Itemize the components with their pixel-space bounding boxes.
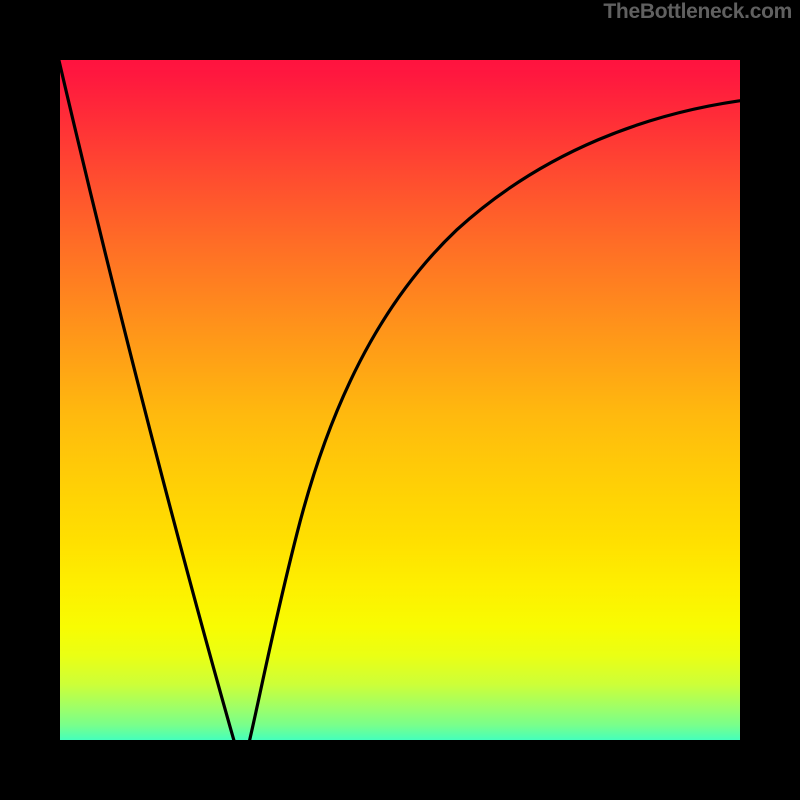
chart-container: TheBottleneck.com (0, 0, 800, 800)
bottleneck-chart (0, 0, 800, 800)
watermark-text: TheBottleneck.com (603, 0, 792, 24)
gradient-background (45, 45, 755, 755)
